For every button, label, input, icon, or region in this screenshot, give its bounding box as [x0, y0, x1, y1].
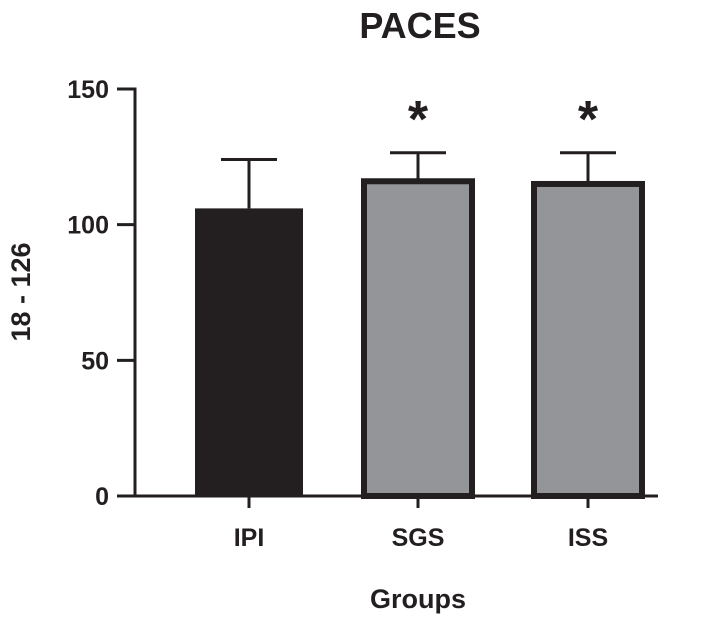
bar-ipi — [195, 208, 303, 497]
plot-area: IPI * SGS * ISS 0 50 100 150 — [67, 76, 658, 552]
y-tick-label: 150 — [67, 76, 109, 104]
y-tick-label: 0 — [95, 483, 109, 511]
significance-marker: * — [578, 91, 599, 149]
x-tick-label: SGS — [392, 524, 445, 552]
x-tick-label: ISS — [568, 524, 608, 552]
chart-title: PACES — [359, 5, 480, 46]
y-tick-label: 50 — [81, 347, 109, 375]
y-tick-label: 100 — [67, 212, 109, 240]
bar-sgs — [361, 178, 475, 499]
x-tick-label: IPI — [234, 524, 265, 552]
y-axis-title: 18 - 126 — [6, 242, 36, 341]
x-axis-title: Groups — [370, 584, 466, 614]
significance-marker: * — [408, 91, 429, 149]
bar-iss — [531, 180, 645, 499]
